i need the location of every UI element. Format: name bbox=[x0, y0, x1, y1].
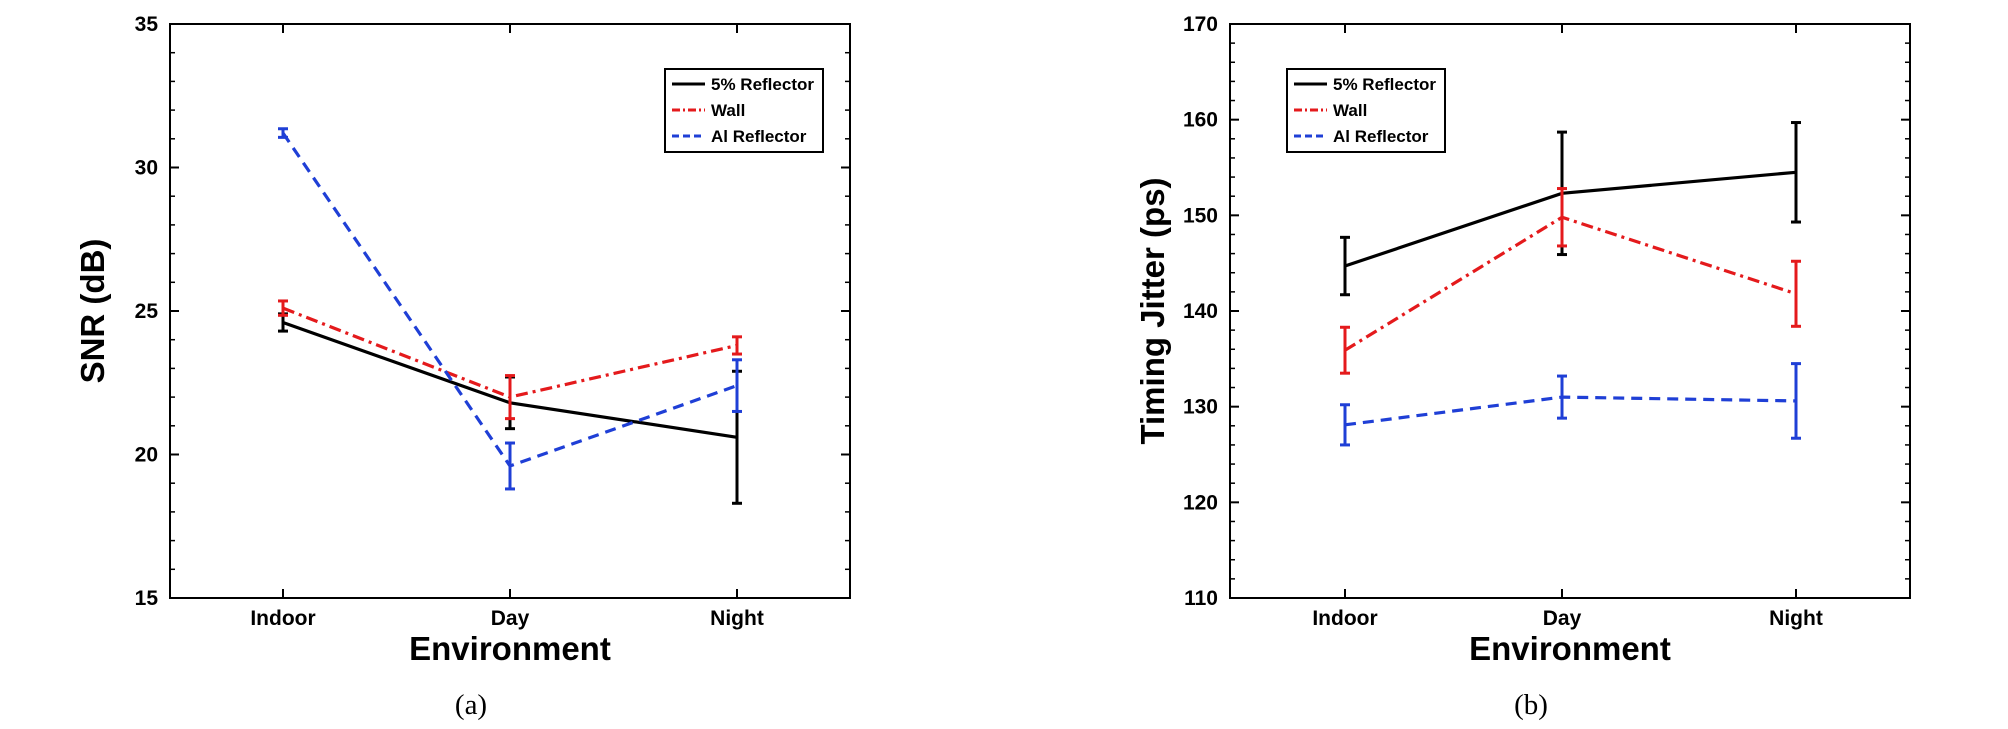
y-axis-title: Timing Jitter (ps) bbox=[1134, 177, 1171, 444]
legend-label: Al Reflector bbox=[1333, 127, 1429, 146]
series-wall bbox=[1340, 187, 1801, 375]
x-tick-label: Night bbox=[710, 607, 764, 630]
y-tick-label: 110 bbox=[1184, 587, 1218, 610]
chart-b: 110 120 130 140 150 160 170 Indoor Day Night Envir… bbox=[1134, 13, 1911, 721]
y-tick-label: 30 bbox=[135, 157, 158, 180]
y-tick-label: 130 bbox=[1183, 396, 1218, 419]
y-axis-title: SNR (dB) bbox=[74, 239, 111, 384]
legend-label: 5% Reflector bbox=[711, 75, 814, 94]
legend-label: Wall bbox=[1333, 101, 1367, 120]
x-tick-label: Indoor bbox=[250, 607, 315, 630]
x-tick-label: Day bbox=[1543, 607, 1582, 630]
series-al-reflector bbox=[1340, 362, 1801, 447]
legend: 5% Reflector Wall Al Reflector bbox=[1286, 68, 1446, 153]
x-tick-label: Night bbox=[1769, 607, 1823, 630]
y-tick-label: 120 bbox=[1183, 491, 1218, 514]
y-tick-label: 35 bbox=[135, 13, 159, 36]
x-tick-label: Indoor bbox=[1312, 607, 1377, 630]
y-tick-label: 20 bbox=[135, 444, 158, 467]
y-tick-label: 25 bbox=[135, 300, 159, 323]
legend: 5% Reflector Wall Al Reflector bbox=[664, 68, 824, 153]
x-axis-title: Environment bbox=[1469, 630, 1671, 667]
series-al-reflector bbox=[278, 127, 742, 491]
y-tick-label: 160 bbox=[1183, 109, 1218, 132]
series-wall bbox=[278, 299, 742, 421]
y-tick-label: 150 bbox=[1183, 204, 1218, 227]
chart-a: 15 20 25 30 35 Indoor Day Night Environment SNR (… bbox=[74, 13, 851, 721]
y-tick-label: 15 bbox=[135, 587, 159, 610]
x-axis-title: Environment bbox=[409, 630, 611, 667]
x-tick-label: Day bbox=[491, 607, 530, 630]
figure-caption: (a) bbox=[455, 689, 487, 721]
y-tick-label: 140 bbox=[1183, 300, 1218, 323]
legend-label: 5% Reflector bbox=[1333, 75, 1436, 94]
series-line bbox=[1344, 215, 1797, 352]
legend-label: Al Reflector bbox=[711, 127, 807, 146]
figure-caption: (b) bbox=[1514, 689, 1548, 721]
series-line bbox=[1344, 170, 1797, 268]
y-tick-label: 170 bbox=[1183, 13, 1218, 36]
legend-label: Wall bbox=[711, 101, 745, 120]
series-line bbox=[1344, 395, 1797, 427]
